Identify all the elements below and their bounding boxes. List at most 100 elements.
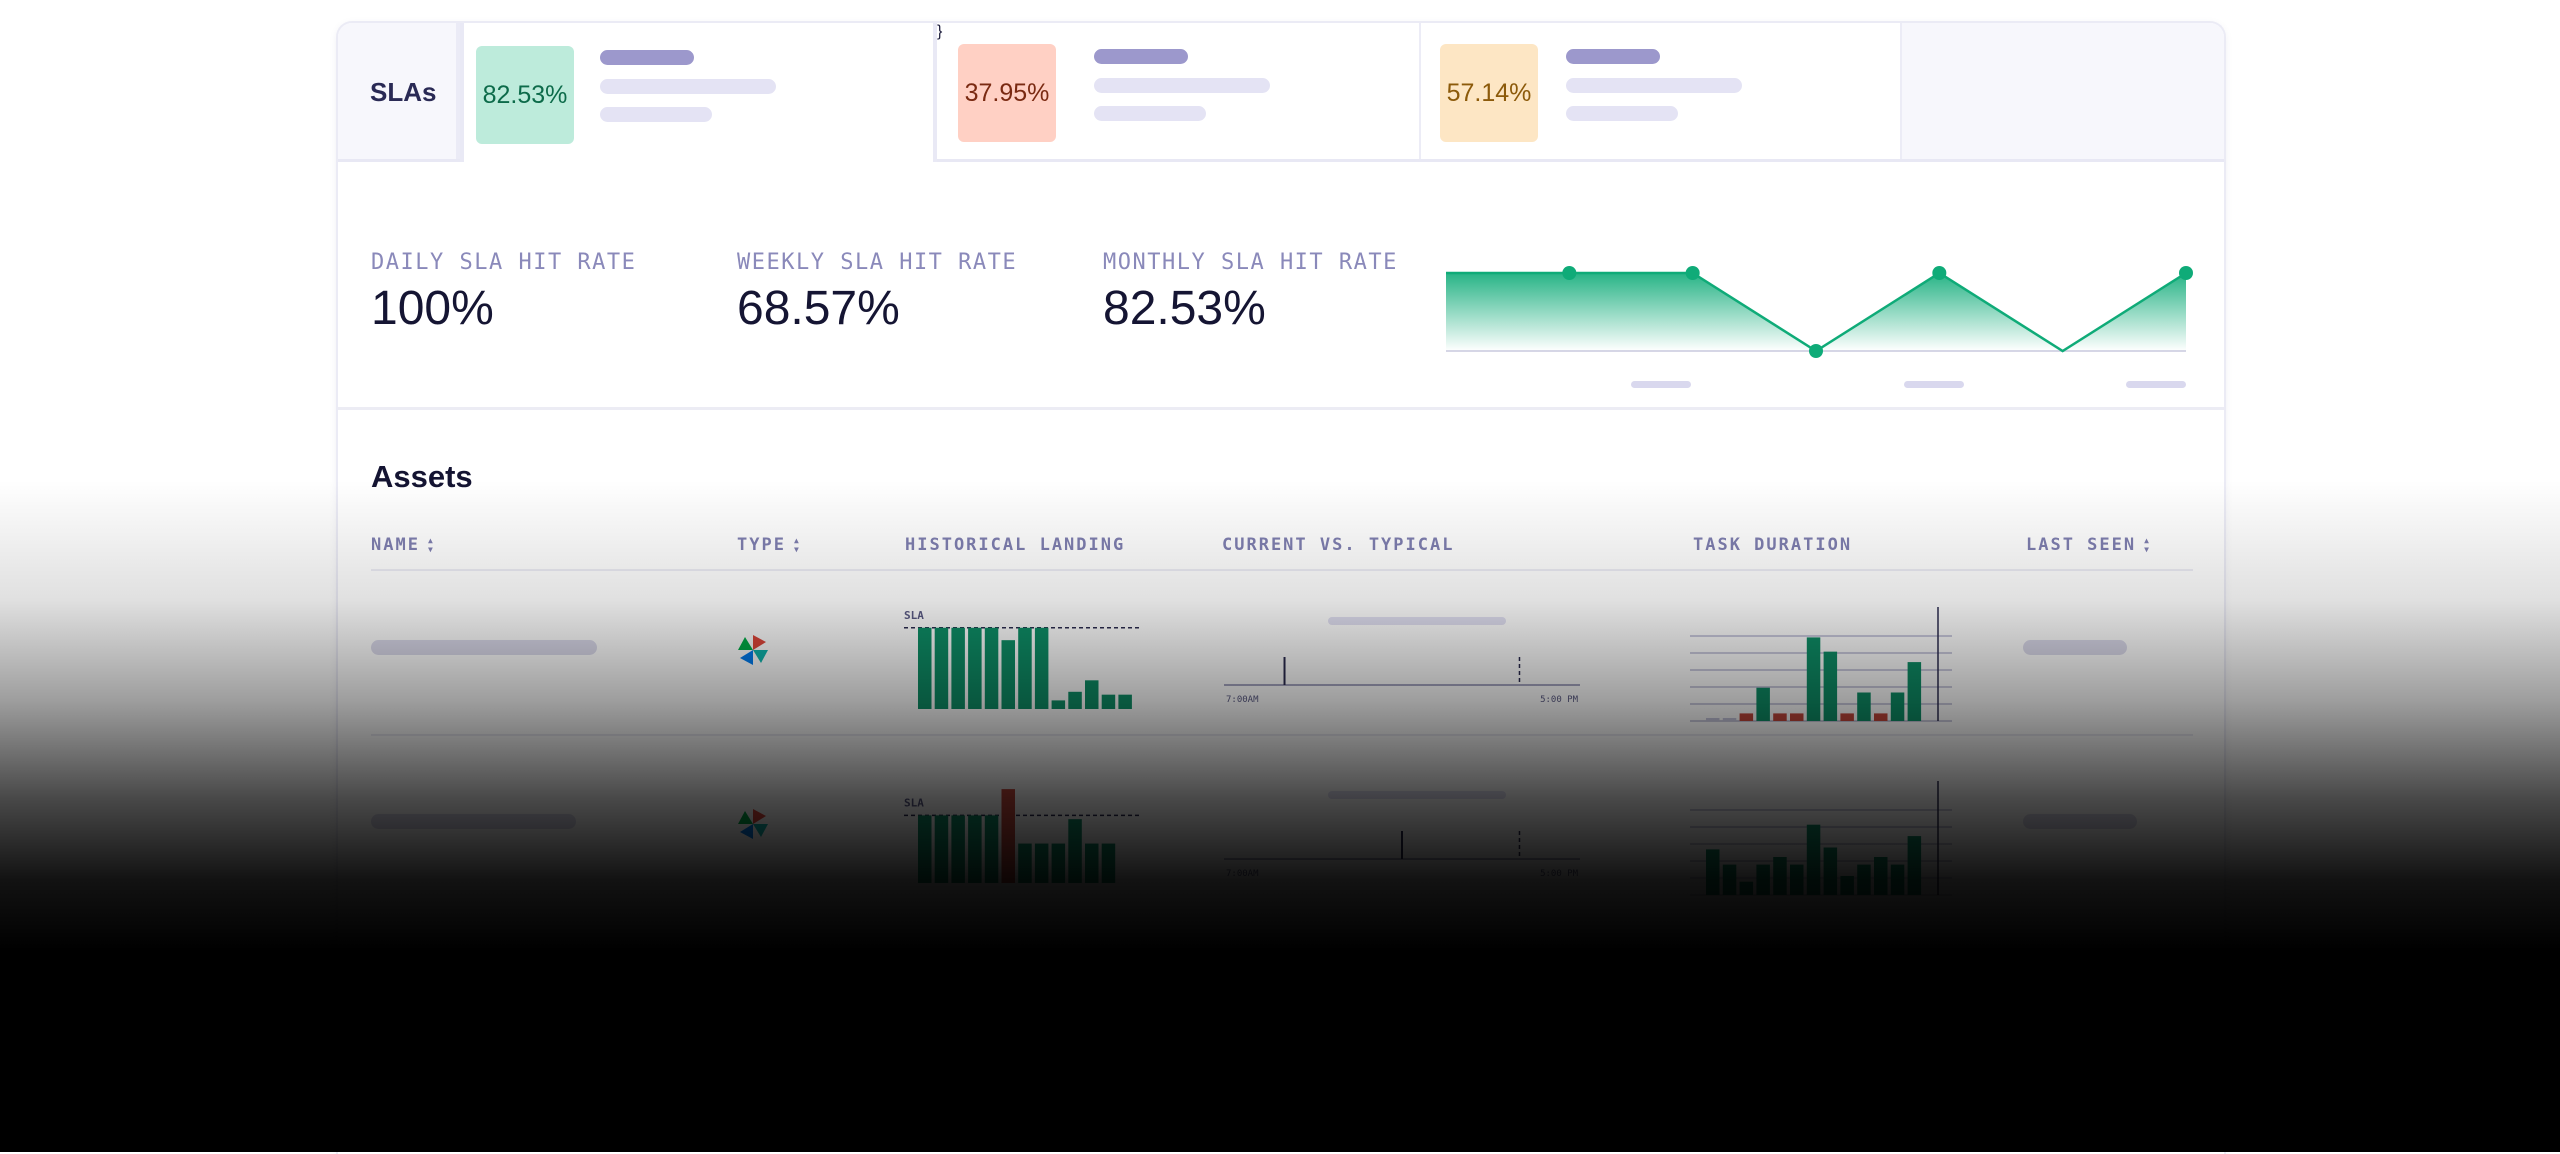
landing-bar bbox=[1018, 843, 1032, 883]
landing-bar bbox=[934, 627, 949, 709]
landing-bar bbox=[1085, 680, 1099, 709]
assets-title: Assets bbox=[371, 459, 473, 494]
sort-icon[interactable]: ▲ ▼ bbox=[2144, 536, 2151, 554]
daily-sla-label: DAILY SLA HIT RATE bbox=[371, 250, 637, 275]
duration-bar bbox=[1739, 881, 1754, 895]
trend-point bbox=[1685, 266, 1700, 280]
sort-icon[interactable]: ▲ ▼ bbox=[427, 536, 435, 554]
historical-landing-chart-row-2: SLA bbox=[904, 789, 1142, 883]
duration-bar bbox=[1756, 687, 1770, 721]
landing-bar bbox=[1001, 640, 1015, 709]
sla-tab-2[interactable]: 37.95% } bbox=[937, 23, 1421, 159]
duration-bar bbox=[1840, 713, 1854, 721]
column-header-type[interactable]: TYPE ▲ ▼ bbox=[737, 535, 801, 555]
landing-bar bbox=[1085, 843, 1099, 883]
sla-label-text: SLAs bbox=[370, 77, 437, 107]
trend-point bbox=[1562, 266, 1577, 280]
landing-bar bbox=[1101, 843, 1116, 883]
timeline-end-label: 5:00 PM bbox=[1540, 869, 1579, 879]
duration-bar bbox=[1706, 718, 1720, 721]
landing-bar bbox=[1068, 691, 1082, 709]
column-header-name[interactable]: NAME ▲ ▼ bbox=[371, 535, 435, 555]
asset-row-2-name-placeholder[interactable] bbox=[371, 814, 576, 829]
duration-bar bbox=[1907, 836, 1922, 895]
duration-bar bbox=[1806, 824, 1821, 895]
row-divider bbox=[371, 734, 2193, 736]
asset-row-1-name-placeholder[interactable] bbox=[371, 640, 597, 655]
sla-trend-chart bbox=[1446, 266, 2193, 388]
sla-tab-3-meta-placeholder bbox=[1566, 106, 1678, 121]
duration-bar bbox=[1790, 713, 1804, 721]
sla-tab-3[interactable]: 57.14% bbox=[1421, 23, 1902, 159]
timeline-end-label: 5:00 PM bbox=[1540, 695, 1579, 705]
monthly-sla-value: 82.53% bbox=[1103, 282, 1266, 335]
sla-tab-1-meta-placeholder bbox=[600, 107, 712, 122]
duration-bar bbox=[1739, 713, 1754, 721]
landing-bar bbox=[1001, 789, 1015, 883]
current-vs-typical-chart-row-1: 7:00AM 5:00 PM bbox=[1224, 617, 1580, 705]
duration-bar bbox=[1907, 662, 1922, 721]
landing-bar bbox=[934, 815, 949, 883]
sla-tab-empty-slot bbox=[1902, 23, 2224, 159]
daily-sla-value: 100% bbox=[371, 282, 494, 335]
landing-bar bbox=[918, 815, 932, 883]
landing-bar bbox=[968, 627, 982, 709]
sla-tab-2-subtitle-placeholder bbox=[1094, 78, 1270, 93]
duration-bar bbox=[1806, 637, 1821, 721]
pinwheel-icon bbox=[738, 809, 768, 839]
duration-bar bbox=[1890, 692, 1905, 721]
table-header-divider bbox=[371, 569, 2193, 571]
duration-bar bbox=[1773, 713, 1787, 721]
asset-row-2-last-seen-placeholder bbox=[2023, 814, 2137, 829]
timeline-title-placeholder bbox=[1328, 791, 1506, 799]
landing-bar bbox=[968, 815, 982, 883]
section-divider bbox=[338, 407, 2224, 410]
column-header-last-seen[interactable]: LAST SEEN ▲ ▼ bbox=[2026, 535, 2151, 555]
column-header-label: TYPE bbox=[737, 535, 786, 555]
sla-tab-1-rate-badge: 82.53% bbox=[476, 46, 574, 144]
landing-bar bbox=[1051, 843, 1066, 883]
weekly-sla-value: 68.57% bbox=[737, 282, 900, 335]
landing-bar bbox=[1068, 819, 1082, 883]
monthly-sla-label: MONTHLY SLA HIT RATE bbox=[1103, 250, 1398, 275]
trend-tick-label-placeholder bbox=[2126, 381, 2186, 388]
sla-tab-3-rate-badge: 57.14% bbox=[1440, 44, 1538, 142]
duration-bar bbox=[1823, 651, 1838, 721]
sla-tab-2-title-placeholder bbox=[1094, 49, 1188, 64]
sla-tab-3-title-placeholder bbox=[1566, 49, 1660, 64]
sla-section-label: SLAs bbox=[338, 23, 460, 159]
task-duration-chart-row-1 bbox=[1690, 607, 1952, 722]
trend-point bbox=[2179, 266, 2193, 280]
landing-bar bbox=[1101, 694, 1116, 709]
column-header-label: NAME bbox=[371, 535, 420, 555]
sla-tab-1-subtitle-placeholder bbox=[600, 79, 776, 94]
column-header-historical-landing: HISTORICAL LANDING bbox=[905, 535, 1125, 555]
timeline-start-label: 7:00AM bbox=[1226, 695, 1259, 705]
sort-icon[interactable]: ▲ ▼ bbox=[793, 536, 801, 554]
current-vs-typical-chart-row-2: 7:00AM 5:00 PM bbox=[1224, 791, 1580, 879]
duration-bar bbox=[1756, 864, 1770, 895]
duration-bar bbox=[1722, 718, 1737, 721]
timeline-start-label: 7:00AM bbox=[1226, 869, 1259, 879]
landing-bar bbox=[918, 627, 932, 709]
sla-dashboard-card: SLAs 82.53% 37.95% } 57.14% DAILY SLA HI… bbox=[336, 21, 2226, 1154]
sla-tab-3-subtitle-placeholder bbox=[1566, 78, 1742, 93]
column-header-task-duration: TASK DURATION bbox=[1693, 535, 1852, 555]
duration-bar bbox=[1840, 876, 1854, 895]
duration-bar bbox=[1890, 864, 1905, 895]
trend-tick-label-placeholder bbox=[1904, 381, 1964, 388]
sla-threshold-label: SLA bbox=[904, 609, 924, 622]
column-header-label: HISTORICAL LANDING bbox=[905, 535, 1126, 555]
sla-tab-2-rate-badge: 37.95% bbox=[958, 44, 1056, 142]
landing-bar bbox=[1034, 627, 1049, 709]
sla-threshold-label: SLA bbox=[904, 796, 924, 809]
duration-bar bbox=[1857, 864, 1871, 895]
task-duration-chart-row-2 bbox=[1690, 781, 1952, 896]
landing-bar bbox=[1018, 627, 1032, 709]
sla-tab-1[interactable]: 82.53% bbox=[460, 23, 937, 162]
weekly-sla-label: WEEKLY SLA HIT RATE bbox=[737, 250, 1018, 275]
pinwheel-icon bbox=[738, 635, 768, 665]
duration-bar bbox=[1722, 864, 1737, 895]
asset-row-1-last-seen-placeholder bbox=[2023, 640, 2127, 655]
column-header-label: LAST SEEN bbox=[2026, 535, 2137, 555]
